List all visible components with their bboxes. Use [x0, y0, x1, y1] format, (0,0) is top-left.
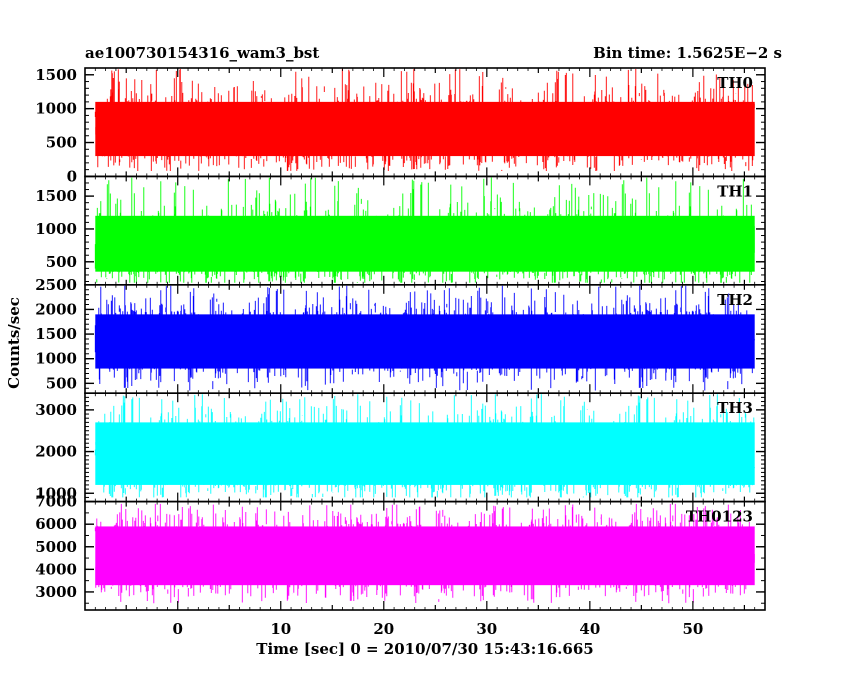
- y-tick-label: 4000: [35, 560, 77, 578]
- y-tick-label: 2000: [35, 443, 77, 461]
- bin-time-label: Bin time: 1.5625E−2 s: [593, 44, 782, 62]
- y-tick-label: 1000: [35, 484, 77, 502]
- panel-th2: 500 1000 1500 2000 2500 TH2: [35, 276, 766, 394]
- panel-label-th1: TH1: [717, 182, 753, 200]
- y-tick-label: 2000: [35, 300, 77, 318]
- x-tick-label: 20: [373, 620, 394, 638]
- panels-group: 0 500 1000 1500 TH0 500 1000 1500 TH1 500 1000 1500…: [35, 66, 766, 611]
- y-tick-label: 1000: [35, 220, 77, 238]
- chart-title: ae100730154316_wam3_bst: [85, 44, 320, 62]
- y-tick-label: 3000: [35, 401, 77, 419]
- series-line-th2: [94, 285, 755, 391]
- y-tick-label: 1500: [35, 187, 77, 205]
- y-tick-label: 1500: [35, 66, 77, 84]
- x-axis: 0 10 20 30 40 50: [173, 620, 704, 638]
- panel-label-th0: TH0: [717, 74, 753, 92]
- panel-th1: 500 1000 1500 TH1: [35, 175, 766, 286]
- panel-th3: 1000 2000 3000 TH3: [35, 392, 766, 503]
- panel-label-th0123: TH0123: [686, 508, 753, 526]
- y-tick-label: 1500: [35, 325, 77, 343]
- y-tick-label: 0: [67, 167, 77, 185]
- series-line-th3: [94, 394, 755, 498]
- y-tick-label: 2500: [35, 276, 77, 294]
- x-axis-label: Time [sec] 0 = 2010/07/30 15:43:16.665: [256, 640, 593, 658]
- panel-label-th2: TH2: [717, 291, 753, 309]
- series-line-th0123: [94, 503, 755, 604]
- x-tick-label: 40: [579, 620, 600, 638]
- y-tick-label: 7000: [35, 493, 77, 511]
- x-tick-label: 30: [476, 620, 497, 638]
- y-tick-label: 500: [46, 374, 77, 392]
- panel-label-th3: TH3: [717, 399, 753, 417]
- y-tick-label: 500: [46, 253, 77, 271]
- x-tick-label: 10: [270, 620, 291, 638]
- y-tick-label: 3000: [35, 583, 77, 601]
- y-tick-label: 500: [46, 134, 77, 152]
- y-axis-label: Counts/sec: [5, 297, 23, 389]
- panel-th0: 0 500 1000 1500 TH0: [35, 66, 766, 185]
- y-tick-label: 1000: [35, 100, 77, 118]
- panel-th0123: 3000 4000 5000 6000 7000 TH0123: [35, 493, 766, 611]
- y-tick-label: 5000: [35, 538, 77, 556]
- y-tick-label: 6000: [35, 515, 77, 533]
- y-tick-label: 1000: [35, 350, 77, 368]
- x-tick-label: 0: [173, 620, 183, 638]
- x-tick-label: 50: [682, 620, 703, 638]
- series-line-th0: [94, 69, 755, 171]
- series-line-th1: [94, 177, 755, 283]
